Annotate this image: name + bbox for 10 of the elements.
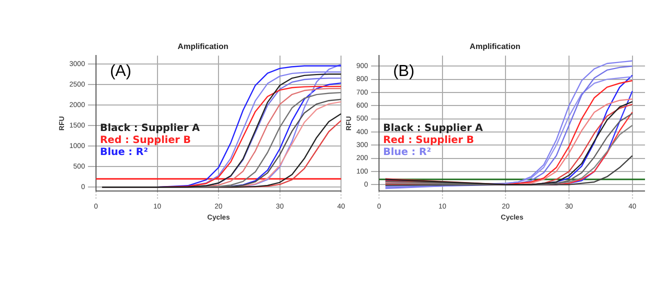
annotation: (A) <box>110 63 132 80</box>
text: Black : Supplier A <box>383 122 484 134</box>
text: Black : Supplier A <box>100 122 200 134</box>
text: Blue : R² <box>383 146 432 158</box>
text: Blue : R² <box>100 146 148 158</box>
chart-title: Amplification <box>178 42 228 52</box>
annotation: (B) <box>393 63 414 80</box>
text: Red : Supplier B <box>100 134 191 146</box>
text: Red : Supplier B <box>383 134 474 146</box>
chart-title: Amplification <box>470 42 520 52</box>
